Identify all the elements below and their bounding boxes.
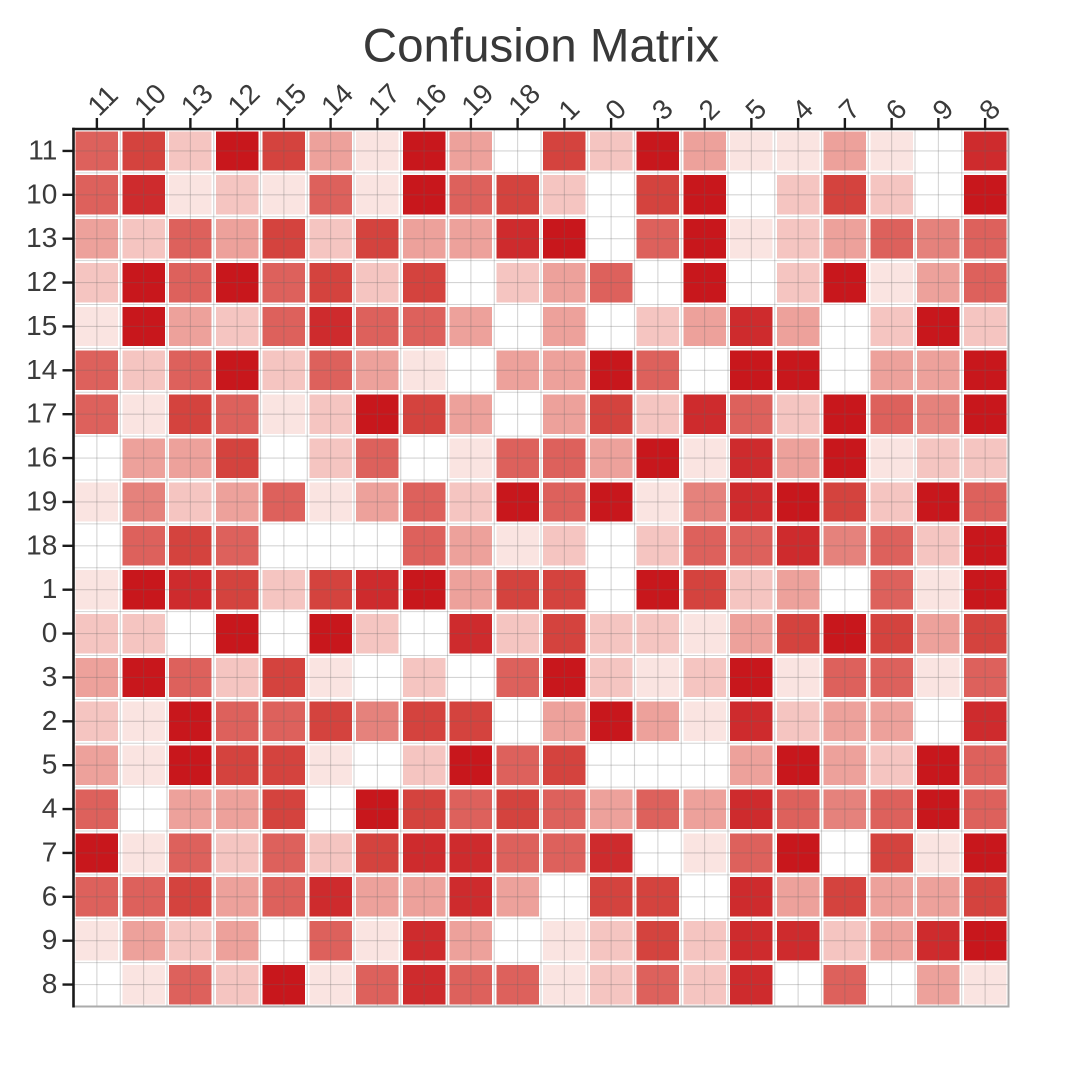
svg-text:18: 18 <box>26 529 57 560</box>
svg-text:11: 11 <box>28 134 57 165</box>
svg-text:Confusion Matrix: Confusion Matrix <box>363 20 720 73</box>
svg-text:1: 1 <box>42 573 58 604</box>
svg-text:4: 4 <box>42 793 58 824</box>
svg-text:12: 12 <box>26 266 57 297</box>
svg-text:14: 14 <box>26 354 57 385</box>
svg-text:13: 13 <box>26 222 57 253</box>
svg-text:0: 0 <box>42 617 58 648</box>
svg-text:17: 17 <box>26 398 57 429</box>
svg-text:6: 6 <box>42 880 58 911</box>
svg-text:16: 16 <box>26 442 57 473</box>
svg-text:10: 10 <box>26 178 57 209</box>
svg-text:3: 3 <box>42 661 58 692</box>
svg-text:19: 19 <box>26 485 57 516</box>
svg-text:5: 5 <box>42 749 58 780</box>
svg-text:8: 8 <box>42 968 58 999</box>
svg-text:9: 9 <box>42 924 58 955</box>
svg-text:7: 7 <box>42 836 58 867</box>
svg-text:2: 2 <box>42 705 58 736</box>
svg-text:15: 15 <box>26 310 57 341</box>
